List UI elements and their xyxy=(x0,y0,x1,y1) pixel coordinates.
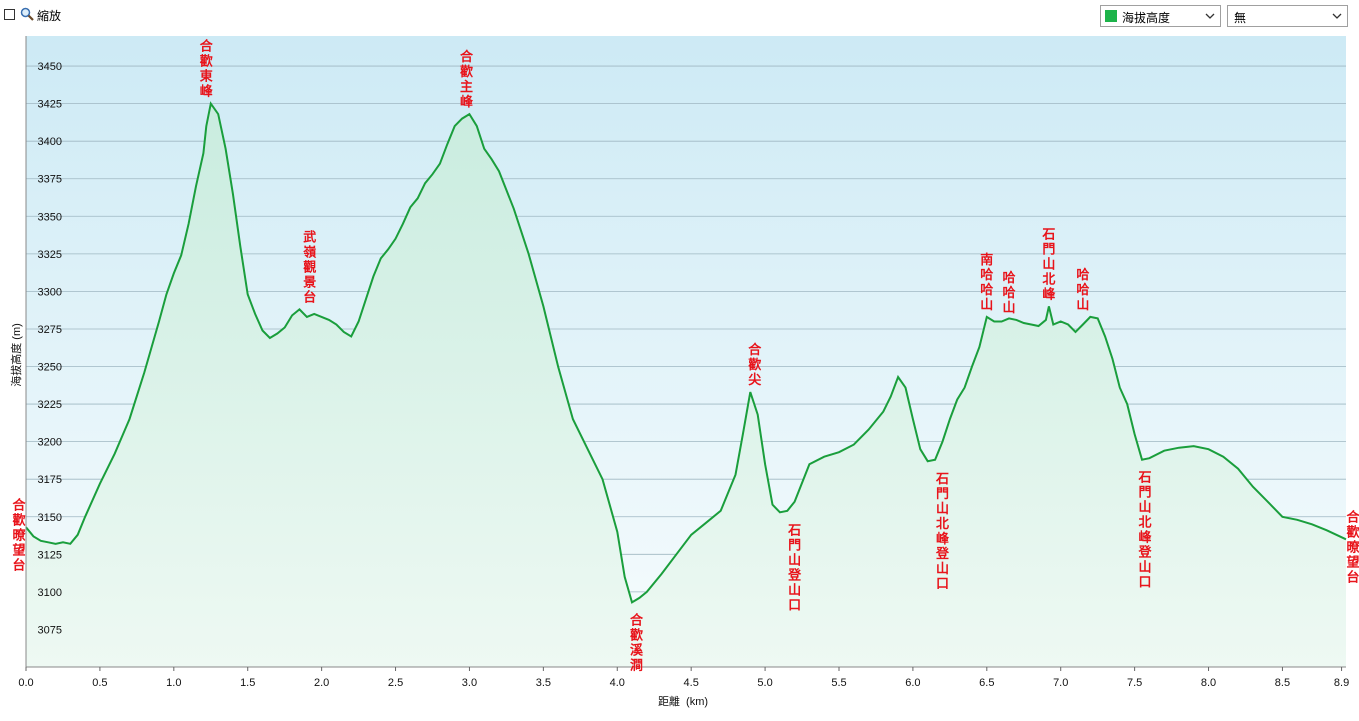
toolbar: 縮放 海拔高度 無 xyxy=(0,0,1359,32)
y-tick-label: 3425 xyxy=(38,99,62,111)
x-tick-label: 8.9 xyxy=(1334,677,1349,689)
magnifier-icon xyxy=(20,7,34,21)
x-tick-label: 8.5 xyxy=(1275,677,1290,689)
series-color-swatch xyxy=(1105,10,1117,22)
y-tick-label: 3100 xyxy=(38,587,62,599)
y-tick-label: 3300 xyxy=(38,286,62,298)
y-tick-label: 3150 xyxy=(38,512,62,524)
zoom-checkbox[interactable] xyxy=(4,9,15,20)
x-tick-label: 4.0 xyxy=(610,677,625,689)
x-tick-label: 7.5 xyxy=(1127,677,1142,689)
x-tick-label: 1.5 xyxy=(240,677,255,689)
y-tick-label: 3375 xyxy=(38,174,62,186)
x-axis-title: 距離 (km) xyxy=(658,694,708,708)
x-tick-label: 5.5 xyxy=(831,677,846,689)
series-select[interactable]: 海拔高度 xyxy=(1100,5,1221,27)
chevron-down-icon xyxy=(1332,13,1342,19)
x-tick-label: 0.0 xyxy=(18,677,33,689)
y-tick-label: 3175 xyxy=(38,474,62,486)
peak-label: 合歡暸望台 xyxy=(12,497,26,573)
zoom-label: 縮放 xyxy=(37,9,62,23)
y-tick-label: 3325 xyxy=(38,249,62,261)
peak-label: 合歡尖 xyxy=(748,342,762,388)
x-tick-label: 8.0 xyxy=(1201,677,1216,689)
y-tick-label: 3250 xyxy=(38,362,62,374)
x-tick-label: 4.5 xyxy=(684,677,699,689)
peak-label: 南哈哈山 xyxy=(980,252,993,313)
y-tick-label: 3075 xyxy=(38,624,62,636)
x-tick-label: 0.5 xyxy=(92,677,107,689)
elevation-line xyxy=(25,101,1347,604)
x-tick-label: 2.0 xyxy=(314,677,329,689)
peak-label: 合歡東峰 xyxy=(200,39,214,100)
y-tick-label: 3125 xyxy=(38,549,62,561)
x-tick-label: 1.0 xyxy=(166,677,181,689)
peak-label: 石門山登山口 xyxy=(787,523,802,613)
peak-label: 石門山北峰登山口 xyxy=(935,472,950,592)
y-tick-label: 3400 xyxy=(38,136,62,148)
peak-label: 合歡溪澗 xyxy=(630,612,644,673)
x-tick-labels: 0.0 0.5 1.0 1.5 2.0 2.5 3.0 3.5 4.0 4.5 5.0 5.5 6.0 6… xyxy=(18,667,1349,689)
peak-label: 石門山北峰 xyxy=(1041,227,1056,302)
secondary-select[interactable]: 無 xyxy=(1227,5,1348,27)
peak-label: 合歡暸望台 xyxy=(1346,509,1359,585)
elevation-area xyxy=(26,103,1346,668)
x-tick-label: 6.0 xyxy=(905,677,920,689)
peak-label: 武嶺觀景台 xyxy=(302,229,316,305)
x-tick-label: 3.0 xyxy=(462,677,477,689)
y-tick-label: 3275 xyxy=(38,324,62,336)
chevron-down-icon xyxy=(1205,13,1215,19)
y-tick-label: 3200 xyxy=(38,437,62,449)
y-tick-labels: 3075 3100 3125 3150 3175 3200 3225 3250 3275 3300… xyxy=(38,61,62,636)
peak-label: 石門山北峰登山口 xyxy=(1137,471,1152,591)
x-tick-label: 6.5 xyxy=(979,677,994,689)
secondary-select-value: 無 xyxy=(1234,11,1247,25)
x-tick-label: 2.5 xyxy=(388,677,403,689)
x-tick-label: 3.5 xyxy=(536,677,551,689)
y-tick-label: 3225 xyxy=(38,399,62,411)
x-tick-label: 5.0 xyxy=(757,677,772,689)
y-tick-label: 3450 xyxy=(38,61,62,73)
peak-label: 哈哈山 xyxy=(1076,267,1089,313)
series-select-value: 海拔高度 xyxy=(1122,11,1171,25)
y-axis-title: 海拔高度 (m) xyxy=(9,323,23,387)
x-tick-label: 7.0 xyxy=(1053,677,1068,689)
peak-label: 哈哈山 xyxy=(1002,270,1015,316)
y-tick-label: 3350 xyxy=(38,211,62,223)
peak-label: 合歡主峰 xyxy=(460,49,474,110)
